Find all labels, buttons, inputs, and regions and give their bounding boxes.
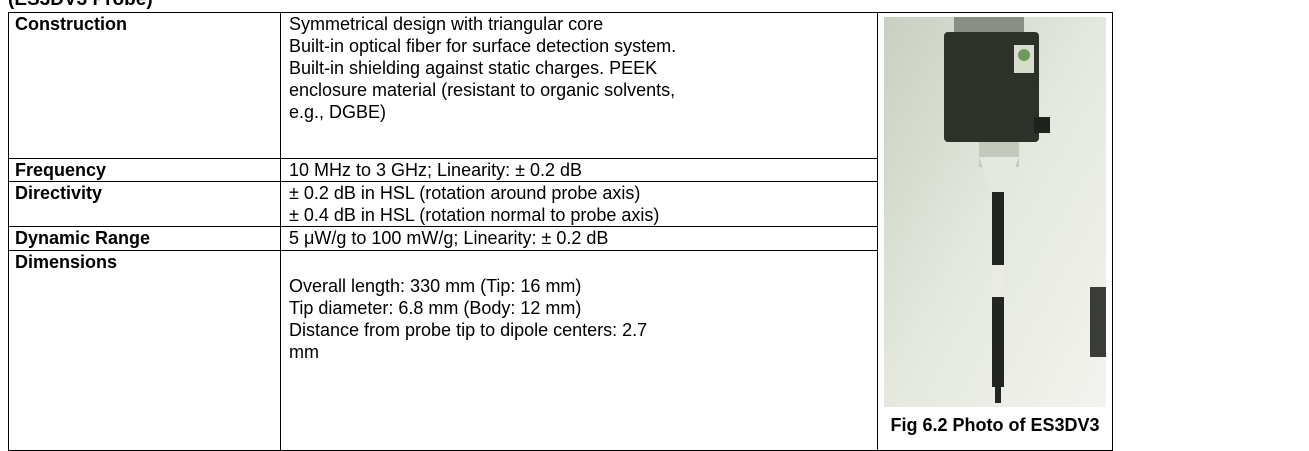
text-line: Distance from probe tip to dipole center… xyxy=(289,319,869,341)
row-description: 10 MHz to 3 GHz; Linearity: ± 0.2 dB xyxy=(281,159,878,182)
text-line: ± 0.2 dB in HSL (rotation around probe a… xyxy=(289,182,869,204)
heading: (ES3DV3 Probe) xyxy=(8,0,153,11)
text-line: enclosure material (resistant to organic… xyxy=(289,79,869,101)
probe-photo xyxy=(884,17,1106,407)
text-line: 10 MHz to 3 GHz; Linearity: ± 0.2 dB xyxy=(289,159,869,181)
text-line: Tip diameter: 6.8 mm (Body: 12 mm) xyxy=(289,297,869,319)
row-description: ± 0.2 dB in HSL (rotation around probe a… xyxy=(281,182,878,227)
text-line: Overall length: 330 mm (Tip: 16 mm) xyxy=(289,275,869,297)
text-line: Symmetrical design with triangular core xyxy=(289,13,869,35)
row-label: Frequency xyxy=(9,159,281,182)
row-description: Overall length: 330 mm (Tip: 16 mm)Tip d… xyxy=(281,251,878,451)
text-line: e.g., DGBE) xyxy=(289,101,869,123)
row-label: Dynamic Range xyxy=(9,227,281,251)
text-line: Built-in optical fiber for surface detec… xyxy=(289,35,869,57)
row-label: Directivity xyxy=(9,182,281,227)
text-line: mm xyxy=(289,341,869,363)
text-line: Built-in shielding against static charge… xyxy=(289,57,869,79)
figure-caption: Fig 6.2 Photo of ES3DV3 xyxy=(881,414,1109,436)
page: {"header": {"title": "(ES3DV3 Probe)"}, … xyxy=(0,0,1309,441)
photo-cell: Fig 6.2 Photo of ES3DV3 xyxy=(878,13,1113,451)
text-line: ± 0.4 dB in HSL (rotation normal to prob… xyxy=(289,204,869,226)
row-label: Construction xyxy=(9,13,281,159)
row-label: Dimensions xyxy=(9,251,281,451)
text-line: 5 μW/g to 100 mW/g; Linearity: ± 0.2 dB xyxy=(289,227,869,249)
row-description: 5 μW/g to 100 mW/g; Linearity: ± 0.2 dB xyxy=(281,227,878,251)
